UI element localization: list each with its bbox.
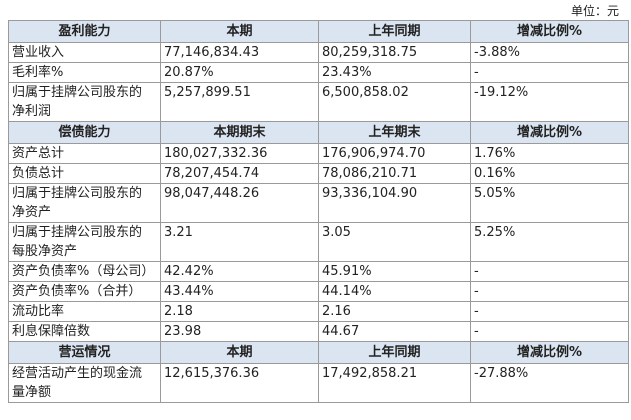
value-cell: 5.05% <box>470 183 629 223</box>
header-row: 盈利能力 本期 上年同期 增减比例% <box>8 20 629 43</box>
value-cell: -3.88% <box>470 42 629 63</box>
header-cell: 上年同期 <box>318 341 471 364</box>
value-cell: 44.14% <box>318 281 471 302</box>
value-cell: 1.76% <box>470 143 629 164</box>
value-cell: 180,027,332.36 <box>160 143 319 164</box>
label-cell: 营业收入 <box>8 42 161 63</box>
value-cell: 6,500,858.02 <box>318 82 471 122</box>
label-cell: 资产总计 <box>8 143 161 164</box>
value-cell: 176,906,974.70 <box>318 143 471 164</box>
header-cell: 上年同期 <box>318 20 471 43</box>
header-cell: 上年期末 <box>318 121 471 144</box>
data-row: 资产负债率%（母公司） 42.42% 45.91% - <box>8 261 629 282</box>
value-cell: 2.16 <box>318 301 471 322</box>
label-cell: 毛利率% <box>8 62 161 83</box>
label-cell: 流动比率 <box>8 301 161 322</box>
label-cell: 归属于挂牌公司股东的净资产 <box>8 183 161 223</box>
data-row: 毛利率% 20.87% 23.43% - <box>8 62 629 83</box>
value-cell: 77,146,834.43 <box>160 42 319 63</box>
data-row: 营业收入 77,146,834.43 80,259,318.75 -3.88% <box>8 42 629 63</box>
value-cell: 78,086,210.71 <box>318 163 471 184</box>
data-row: 资产负债率%（合并） 43.44% 44.14% - <box>8 281 629 302</box>
header-row: 偿债能力 本期期末 上年期末 增减比例% <box>8 121 629 144</box>
value-cell: - <box>470 261 629 282</box>
value-cell: 20.87% <box>160 62 319 83</box>
value-cell: 44.67 <box>318 321 471 342</box>
value-cell: 45.91% <box>318 261 471 282</box>
value-cell: 93,336,104.90 <box>318 183 471 223</box>
label-cell: 资产负债率%（母公司） <box>8 261 161 282</box>
value-cell: 3.21 <box>160 222 319 262</box>
label-cell: 负债总计 <box>8 163 161 184</box>
value-cell: - <box>470 321 629 342</box>
value-cell: - <box>470 281 629 302</box>
label-cell: 经营活动产生的现金流量净额 <box>8 363 161 403</box>
data-row: 负债总计 78,207,454.74 78,086,210.71 0.16% <box>8 163 629 184</box>
header-cell: 本期 <box>160 341 319 364</box>
value-cell: 43.44% <box>160 281 319 302</box>
finance-table: 盈利能力 本期 上年同期 增减比例% 营业收入 77,146,834.43 80,259,3… <box>8 20 629 403</box>
value-cell: 17,492,858.21 <box>318 363 471 403</box>
header-cell: 增减比例% <box>470 341 629 364</box>
data-row: 归属于挂牌公司股东的净利润 5,257,899.51 6,500,858.02 -19… <box>8 82 629 122</box>
header-cell: 营运情况 <box>8 341 161 364</box>
value-cell: 12,615,376.36 <box>160 363 319 403</box>
header-cell: 本期 <box>160 20 319 43</box>
value-cell: - <box>470 301 629 322</box>
value-cell: -27.88% <box>470 363 629 403</box>
data-row: 归属于挂牌公司股东的每股净资产 3.21 3.05 5.25% <box>8 222 629 262</box>
value-cell: 5.25% <box>470 222 629 262</box>
label-cell: 归属于挂牌公司股东的每股净资产 <box>8 222 161 262</box>
header-row: 营运情况 本期 上年同期 增减比例% <box>8 341 629 364</box>
value-cell: 42.42% <box>160 261 319 282</box>
value-cell: 80,259,318.75 <box>318 42 471 63</box>
label-cell: 归属于挂牌公司股东的净利润 <box>8 82 161 122</box>
value-cell: 3.05 <box>318 222 471 262</box>
header-cell: 本期期末 <box>160 121 319 144</box>
value-cell: - <box>470 62 629 83</box>
data-row: 经营活动产生的现金流量净额 12,615,376.36 17,492,858.21-… <box>8 363 629 403</box>
label-cell: 资产负债率%（合并） <box>8 281 161 302</box>
value-cell: 98,047,448.26 <box>160 183 319 223</box>
value-cell: 23.98 <box>160 321 319 342</box>
data-row: 资产总计 180,027,332.36 176,906,974.70 1.76% <box>8 143 629 164</box>
value-cell: 78,207,454.74 <box>160 163 319 184</box>
data-row: 利息保障倍数 23.98 44.67- <box>8 321 629 342</box>
header-cell: 增减比例% <box>470 121 629 144</box>
header-cell: 偿债能力 <box>8 121 161 144</box>
value-cell: 2.18 <box>160 301 319 322</box>
header-cell: 盈利能力 <box>8 20 161 43</box>
value-cell: 0.16% <box>470 163 629 184</box>
header-cell: 增减比例% <box>470 20 629 43</box>
label-cell: 利息保障倍数 <box>8 321 161 342</box>
value-cell: 5,257,899.51 <box>160 82 319 122</box>
unit-label: 单位：元 <box>570 4 619 18</box>
data-row: 流动比率 2.18 2.16- <box>8 301 629 322</box>
value-cell: 23.43% <box>318 62 471 83</box>
data-row: 归属于挂牌公司股东的净资产 98,047,448.26 93,336,104.90 5… <box>8 183 629 223</box>
value-cell: -19.12% <box>470 82 629 122</box>
